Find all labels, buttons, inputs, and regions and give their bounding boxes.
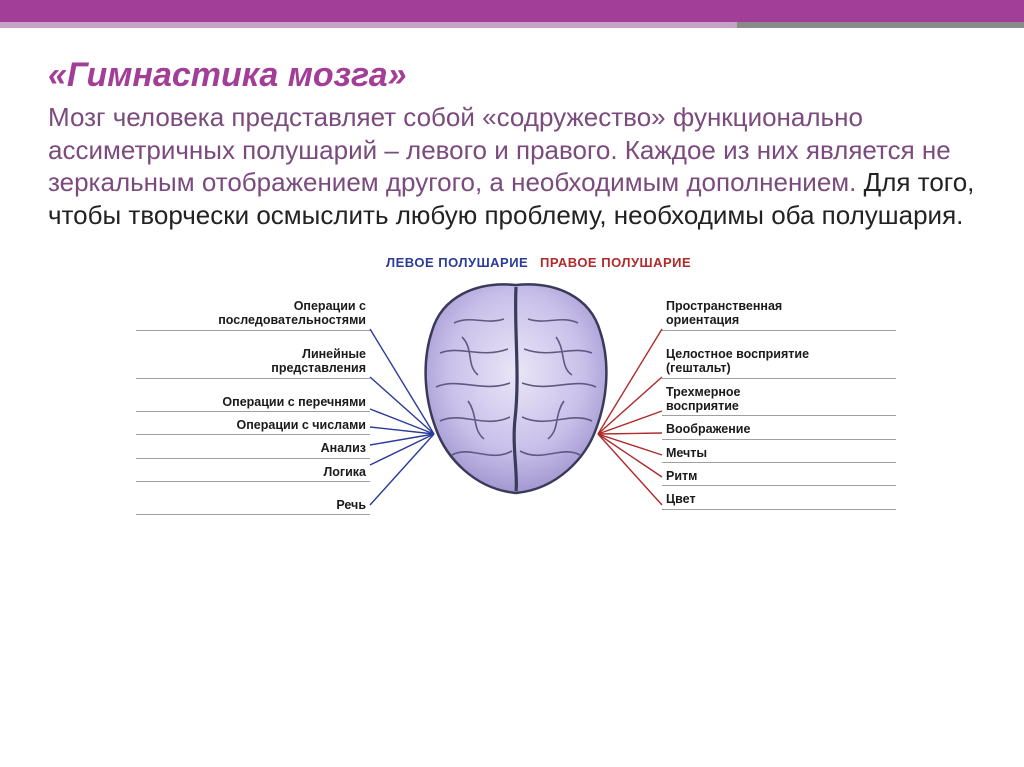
left-label-item: Операции с числами xyxy=(136,418,370,435)
left-label-item: Логика xyxy=(136,465,370,482)
left-label-item: Анализ xyxy=(136,441,370,458)
left-label-item: Речь xyxy=(136,498,370,515)
brain-diagram: ЛЕВОЕ ПОЛУШАРИЕ ПРАВОЕ ПОЛУШАРИЕ Операци… xyxy=(48,249,984,619)
left-hemisphere-labels: Операции споследовательностями Линейныепр… xyxy=(136,299,370,531)
right-label-item: Целостное восприятие(гештальт) xyxy=(662,347,896,379)
hemisphere-header-right: ПРАВОЕ ПОЛУШАРИЕ xyxy=(540,255,691,270)
hemisphere-header-left: ЛЕВОЕ ПОЛУШАРИЕ xyxy=(386,255,528,270)
slide-content: «Гимнастика мозга» Мозг человека предста… xyxy=(0,28,1024,629)
right-label-item: Ритм xyxy=(662,469,896,486)
slide-under-bar xyxy=(0,22,1024,28)
slide-body: Мозг человека представляет собой «содруж… xyxy=(48,101,984,231)
brain-icon xyxy=(416,279,616,497)
right-label-item: Мечты xyxy=(662,446,896,463)
right-label-item: Цвет xyxy=(662,492,896,509)
body-purple: Мозг человека представляет собой «содруж… xyxy=(48,102,951,197)
right-hemisphere-labels: Пространственнаяориентация Целостное восп… xyxy=(662,299,896,526)
right-label-item: Пространственнаяориентация xyxy=(662,299,896,331)
left-label-item: Операции споследовательностями xyxy=(136,299,370,331)
right-label-item: Воображение xyxy=(662,422,896,439)
left-label-item: Операции с перечнями xyxy=(136,395,370,412)
right-label-item: Трехмерноевосприятие xyxy=(662,385,896,417)
left-label-item: Линейныепредставления xyxy=(136,347,370,379)
slide-top-bar xyxy=(0,0,1024,22)
slide-title: «Гимнастика мозга» xyxy=(48,56,984,95)
